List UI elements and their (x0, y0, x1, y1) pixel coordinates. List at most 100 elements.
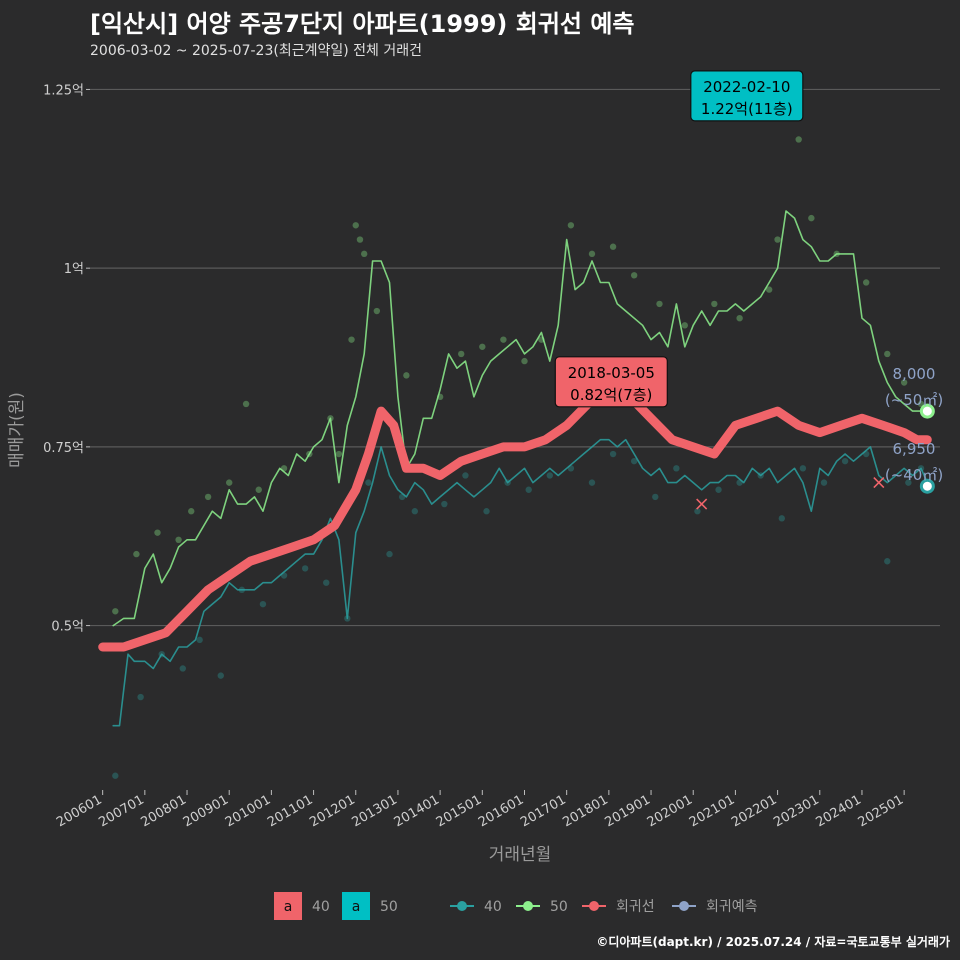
scatter-point-50 (609, 243, 617, 250)
scatter-point-40 (905, 479, 912, 486)
y-tick-label: 1.25억 (43, 83, 84, 98)
annotation-date: 2022-02-10 (703, 78, 790, 96)
legend-dot (523, 901, 533, 911)
scatter-point-50 (765, 286, 773, 293)
x-tick-label: 201601 (476, 792, 526, 830)
scatter-point-50 (356, 236, 364, 243)
scatter-point-40 (884, 558, 891, 565)
scatter-point-40 (694, 508, 701, 515)
x-tick-label: 200701 (96, 792, 146, 830)
gridlines (90, 88, 940, 627)
scatter-point-50 (458, 350, 465, 358)
end-point-40 (919, 478, 935, 494)
scatter-point-50 (352, 222, 359, 229)
x-tick-label: 200901 (181, 792, 231, 830)
scatter-point-40 (112, 772, 119, 779)
x-tick-label: 201801 (560, 792, 610, 830)
scatter-point-50 (900, 379, 908, 386)
scatter-point-40 (386, 550, 393, 558)
scatter-point-50 (154, 529, 161, 536)
end-label-area: (~50㎡) (885, 391, 943, 409)
scatter-point-40 (323, 579, 330, 586)
scatter-point-40 (841, 457, 849, 465)
x-tick-label: 201101 (265, 792, 315, 830)
scatter-point-40 (799, 465, 807, 472)
x-axis-title: 거래년월 (489, 845, 552, 865)
x-tick-label: 202501 (856, 792, 906, 830)
legend-swatch-symbol: a (352, 899, 361, 915)
legend: a 40 a 50 40 50 회귀선 회귀예측 (274, 892, 758, 920)
scatter-point-50 (774, 236, 781, 243)
x-marker (696, 498, 708, 510)
y-tick-label: 1억 (64, 262, 84, 277)
scatter-point-40 (652, 493, 659, 501)
scatter-point-50 (862, 279, 870, 286)
series-lines (98, 210, 932, 727)
scatter-point-40 (217, 672, 224, 679)
x-tick-label: 200601 (54, 792, 104, 830)
legend-swatch-fill (274, 892, 302, 920)
scatter-point-50 (133, 550, 140, 558)
x-tick-label: 201401 (392, 792, 442, 830)
x-tick-label: 202201 (729, 792, 779, 830)
scatter-point-50 (588, 250, 596, 258)
source-credit: ©디아파트(dapt.kr) / 2025.07.24 / 자료=국토교통부 실… (596, 935, 950, 949)
scatter-point-40 (462, 472, 469, 479)
scatter-point-50 (360, 250, 368, 258)
annotations: 2022-02-10 1.22억(11층) 2018-03-05 0.82억(7층) 8… (554, 70, 943, 484)
scatter-point-40 (630, 457, 638, 465)
x-tick-label: 201001 (223, 792, 273, 830)
scatter-point-50 (681, 322, 688, 329)
scatter-point-50 (884, 350, 891, 358)
annotation-box (690, 70, 804, 122)
end-label-value: 8,000 (893, 365, 936, 383)
x-tick-label: 201201 (307, 792, 357, 830)
y-tick-label: 0.5억 (51, 620, 84, 635)
scatter-point-50 (335, 450, 343, 458)
legend-dot (679, 901, 689, 911)
scatter-point-40 (411, 508, 419, 515)
series-line-40 (112, 438, 929, 727)
scatter-point-50 (500, 336, 507, 343)
scatter-point-50 (795, 136, 802, 143)
scatter-point-50 (656, 300, 663, 308)
scatter-point-50 (711, 300, 718, 308)
legend-swatch-symbol: a (284, 899, 293, 915)
x-tick-label: 200801 (139, 792, 189, 830)
special-markers (696, 403, 935, 510)
legend-label: 50 (380, 899, 398, 915)
legend-swatch-fill (342, 892, 370, 920)
legend-dot (457, 901, 467, 911)
scatter-point-50 (630, 272, 638, 279)
annotation-box (554, 356, 668, 408)
end-label-area: (~40㎡) (885, 466, 943, 484)
scatter-point-50 (204, 493, 212, 501)
x-tick-label: 202001 (645, 792, 695, 830)
legend-label: 회귀예측 (706, 899, 758, 915)
scatter-point-40 (137, 693, 144, 701)
scatter-point-40 (588, 479, 596, 486)
scatter-point-50 (226, 479, 233, 486)
scatter-point-40 (259, 600, 267, 608)
legend-label: 50 (550, 899, 568, 915)
scatter-point-40 (301, 565, 309, 572)
y-axis-title: 매매가(원) (7, 392, 27, 468)
scatter-point-50 (736, 314, 743, 322)
x-tick-label: 201501 (434, 792, 484, 830)
scatter-point-50 (188, 508, 195, 515)
scatter-point-40 (483, 508, 490, 515)
series-line-회귀선 (98, 385, 932, 652)
scatter-point-40 (179, 665, 187, 672)
legend-dot (589, 901, 599, 911)
x-marker (873, 477, 885, 489)
scatter-point-40 (196, 636, 203, 644)
scatter-point-40 (609, 450, 617, 458)
x-tick-label: 201301 (349, 792, 399, 830)
legend-label: 40 (484, 899, 502, 915)
scatter-point-40 (778, 515, 786, 522)
scatter-points (112, 107, 925, 779)
scatter-point-50 (255, 486, 262, 493)
scatter-point-40 (820, 479, 828, 486)
